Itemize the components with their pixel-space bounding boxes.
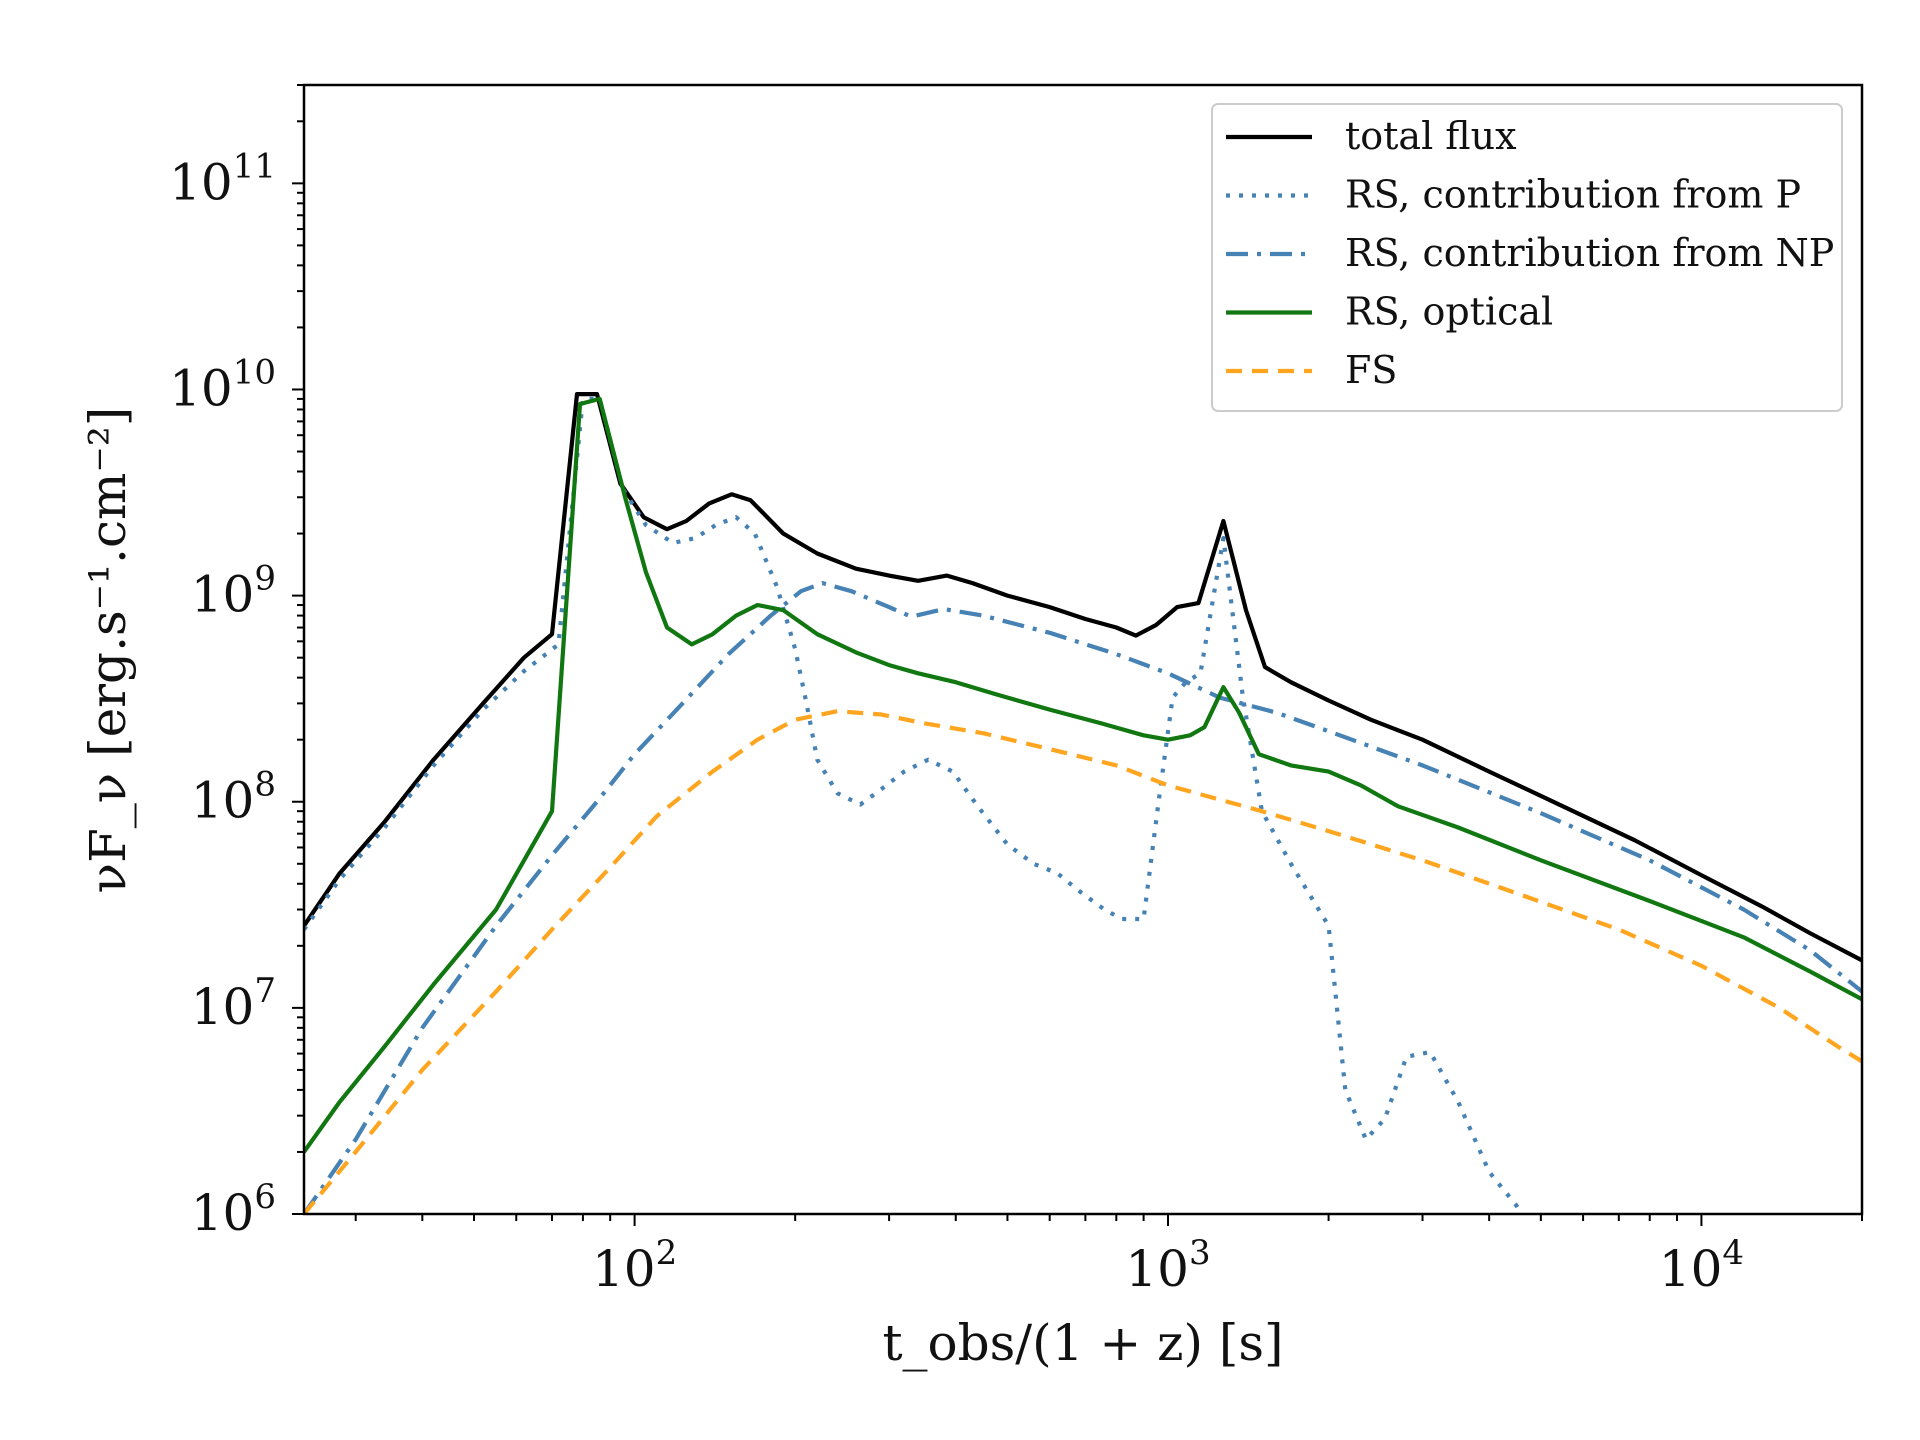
- y-tick-label: 1010: [169, 352, 276, 417]
- y-axis-label: νF_ν [erg.s⁻¹.cm⁻²]: [79, 407, 137, 894]
- ticks-layer: 102 103 104 106 107 108 109 1010 1011: [169, 84, 1863, 1298]
- y-tick-label: 109: [191, 559, 276, 624]
- x-axis-label: t_obs/(1 + z) [s]: [882, 1314, 1283, 1372]
- x-axis-label-text: t_obs/(1 + z) [s]: [882, 1314, 1283, 1372]
- series-line-4: [304, 709, 1862, 1214]
- y-tick-label: 106: [191, 1177, 276, 1242]
- legend: total flux RS, contribution from P RS, con…: [1211, 103, 1843, 412]
- plot-frame: [302, 83, 1864, 1216]
- series-line-3: [304, 396, 1862, 1154]
- y-axis-label-text: νF_ν [erg.s⁻¹.cm⁻²]: [79, 407, 137, 894]
- legend-label-3: RS, optical: [1345, 290, 1553, 334]
- y-tick-label: 1011: [169, 146, 276, 211]
- series-line-1: [304, 396, 1525, 1214]
- x-tick-label: 104: [1659, 1233, 1744, 1298]
- y-tick-label: 108: [191, 765, 276, 830]
- legend-label-1: RS, contribution from P: [1345, 173, 1801, 217]
- y-tick-label: 107: [191, 971, 276, 1036]
- x-tick-label: 102: [592, 1233, 677, 1298]
- series-line-2: [304, 581, 1862, 1214]
- legend-box: [1211, 103, 1843, 412]
- legend-label-0: total flux: [1345, 114, 1517, 158]
- series-line-0: [304, 392, 1862, 963]
- legend-label-4: FS: [1345, 348, 1397, 392]
- series-layer: [304, 392, 1862, 1214]
- x-tick-label: 103: [1125, 1233, 1210, 1298]
- legend-label-2: RS, contribution from NP: [1345, 231, 1834, 275]
